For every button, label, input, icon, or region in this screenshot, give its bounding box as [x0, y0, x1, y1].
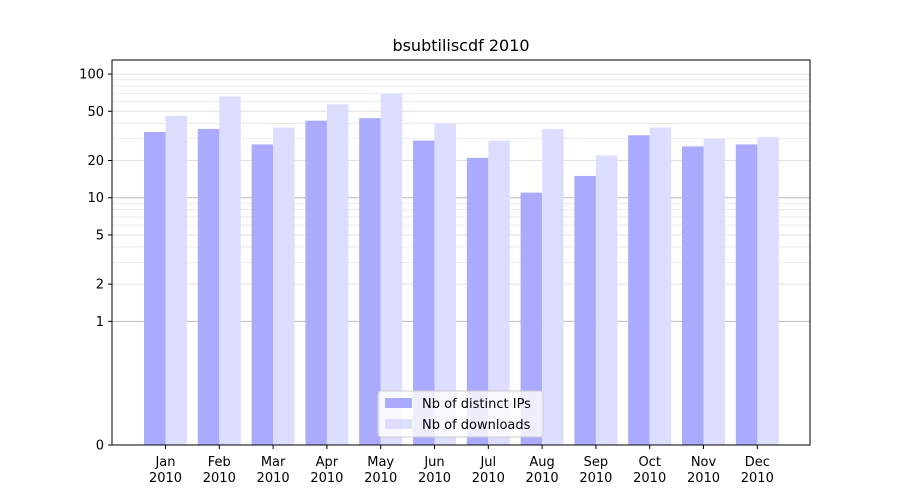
- legend-label: Nb of downloads: [422, 418, 531, 433]
- bar-downloads: [595, 155, 618, 445]
- bar-downloads: [703, 138, 725, 446]
- bar-downloads: [380, 94, 403, 445]
- bar-downloads: [542, 128, 564, 445]
- bar-distinct-ips: [682, 146, 704, 445]
- bar-downloads: [649, 127, 672, 446]
- legend-swatch: [385, 419, 412, 429]
- y-tick-label: 100: [79, 68, 104, 83]
- bar-distinct-ips: [520, 192, 543, 445]
- bar-distinct-ips: [466, 157, 489, 446]
- legend-label: Nb of distinct IPs: [422, 397, 531, 412]
- bar-distinct-ips: [359, 118, 381, 446]
- x-tick-label: Nov 2010: [687, 455, 720, 486]
- y-axis-ticks: 0 1 2 5 10 20 50 100: [79, 68, 112, 454]
- x-axis-ticks: Jan 2010 Feb 2010 Mar 2010 Apr 2010 May 2010 Jun 20…: [149, 445, 774, 486]
- y-tick-label: 10: [87, 191, 104, 206]
- bar-downloads: [434, 123, 456, 445]
- bar-distinct-ips: [735, 144, 758, 445]
- y-tick-label: 50: [87, 105, 104, 120]
- bar-downloads: [165, 115, 187, 446]
- bar-distinct-ips: [628, 135, 650, 445]
- bar-downloads: [273, 127, 295, 446]
- bar-downloads: [219, 96, 241, 445]
- x-tick-label: Jan 2010: [149, 455, 182, 486]
- bar-distinct-ips: [144, 132, 166, 446]
- bar-downloads: [488, 140, 510, 445]
- legend: Nb of distinct IPs Nb of downloads: [377, 390, 544, 438]
- bar-distinct-ips: [305, 120, 327, 446]
- y-tick-label: 5: [96, 228, 104, 243]
- y-tick-label: 20: [87, 154, 104, 169]
- bar-distinct-ips: [197, 128, 220, 445]
- x-tick-label: May 2010: [364, 455, 397, 486]
- plot-area-frame: [111, 59, 811, 446]
- bar-distinct-ips: [413, 140, 435, 445]
- x-tick-label: Jul 2010: [472, 455, 505, 486]
- x-tick-label: Sep 2010: [579, 455, 612, 486]
- y-tick-label: 2: [96, 278, 104, 293]
- bar-distinct-ips: [574, 175, 596, 445]
- x-tick-label: Oct 2010: [633, 455, 666, 486]
- legend-swatch: [385, 398, 412, 408]
- x-tick-label: Mar 2010: [257, 455, 290, 486]
- bar-distinct-ips: [251, 144, 274, 445]
- bars: [144, 94, 779, 446]
- x-tick-label: Apr 2010: [310, 455, 343, 486]
- x-tick-label: Jun 2010: [418, 455, 451, 486]
- y-tick-label: 0: [96, 439, 104, 454]
- bar-downloads: [757, 136, 779, 445]
- chart-title: bsubtiliscdf 2010: [392, 36, 529, 55]
- x-tick-label: Feb 2010: [203, 455, 236, 486]
- y-tick-label: 1: [96, 315, 104, 330]
- bar-downloads: [326, 104, 349, 445]
- x-tick-label: Aug 2010: [526, 455, 559, 486]
- x-tick-label: Dec 2010: [741, 455, 774, 486]
- legend-box: [377, 390, 544, 438]
